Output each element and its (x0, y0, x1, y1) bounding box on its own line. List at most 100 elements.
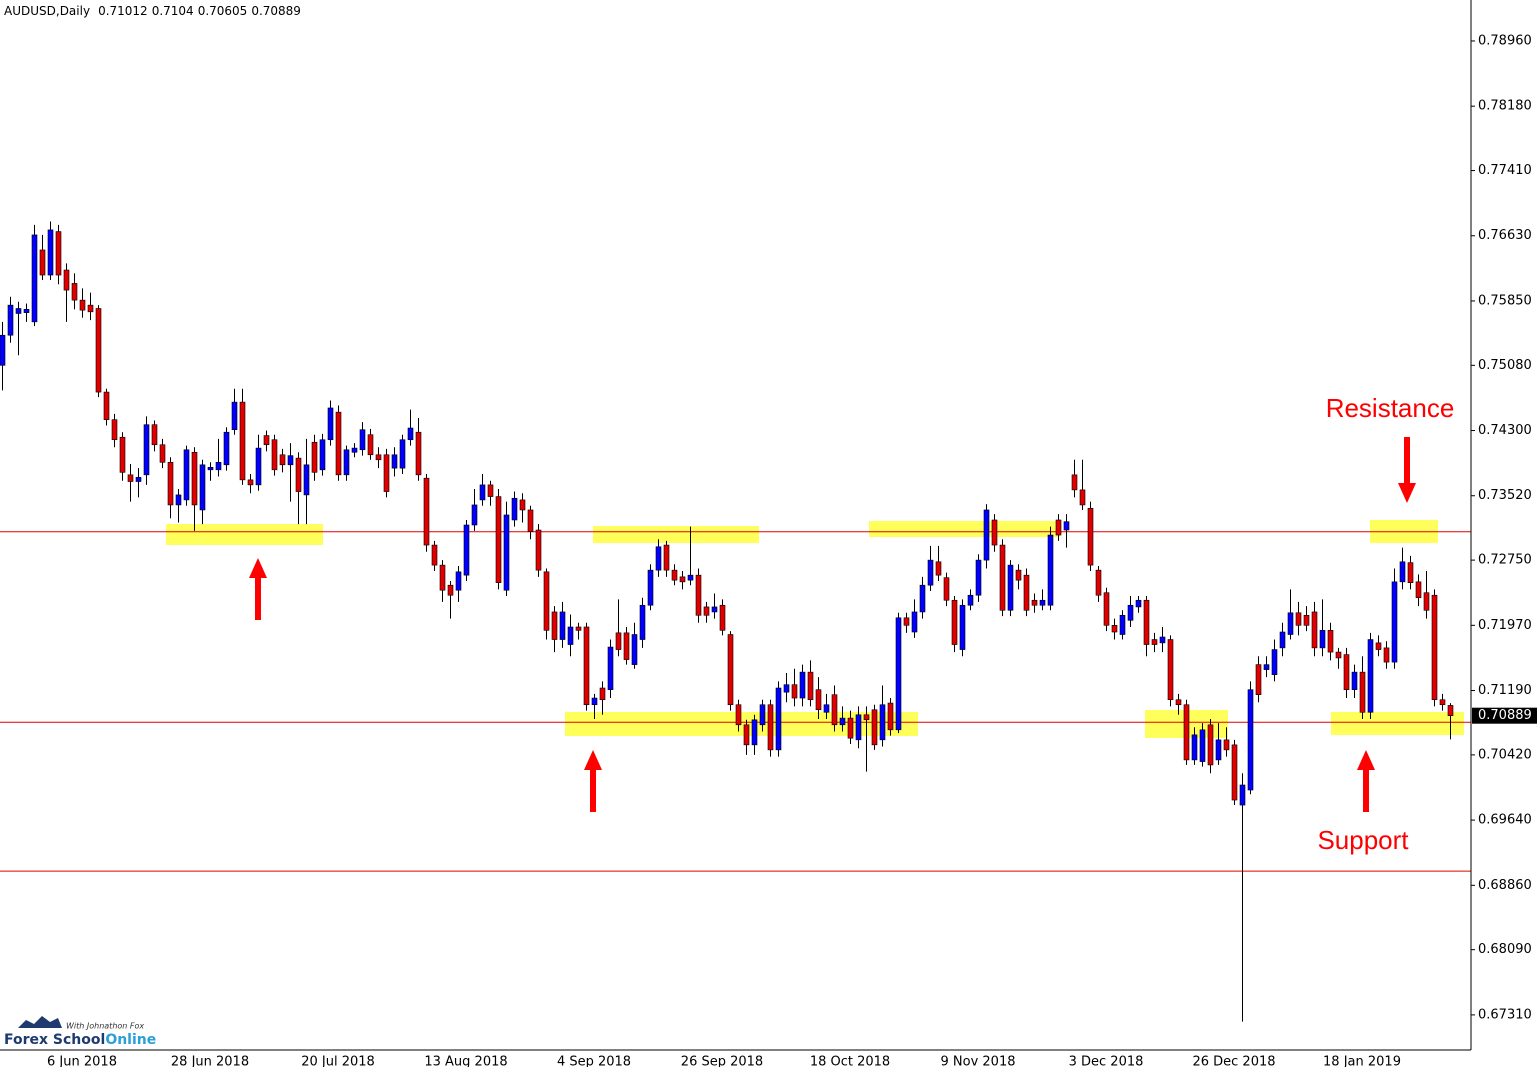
y-tick-label: 0.67310 (1478, 1007, 1532, 1022)
candle-body (759, 704, 766, 726)
x-tick-label: 13 Aug 2018 (424, 1055, 507, 1067)
candle-body (183, 449, 190, 501)
candle-body (175, 494, 182, 506)
close-value: 0.70889 (251, 4, 301, 18)
y-tick-label: 0.68860 (1478, 878, 1532, 893)
candle-body (1087, 507, 1094, 566)
candle-body (1167, 639, 1174, 701)
candle-body (871, 709, 878, 746)
candle-body (1119, 614, 1126, 635)
candle-body (1007, 564, 1014, 611)
candle-body (87, 304, 94, 313)
candle-body (215, 462, 222, 471)
annotation: Support (1317, 825, 1409, 855)
candle-body (1039, 599, 1046, 606)
candle-body (895, 617, 902, 731)
candle-body (1183, 704, 1190, 761)
candle-body (151, 424, 158, 446)
candle-body (887, 702, 894, 731)
candle-body (55, 231, 62, 276)
candle-body (847, 717, 854, 739)
candle-body (143, 424, 150, 476)
x-tick-label: 9 Nov 2018 (941, 1055, 1016, 1067)
candle-body (839, 717, 846, 726)
candle-body (791, 684, 798, 699)
candle-body (679, 576, 686, 583)
candle-body (1239, 784, 1246, 806)
candle-body (15, 308, 22, 314)
y-tick-label: 0.75850 (1478, 293, 1532, 308)
y-tick-label: 0.71190 (1478, 683, 1532, 698)
arrows (249, 437, 1416, 812)
candle-body (879, 704, 886, 741)
candle-body (1231, 744, 1238, 801)
candle-body (559, 611, 566, 640)
candle-body (943, 577, 950, 601)
candle-body (863, 714, 870, 721)
candle-body (1175, 699, 1182, 706)
candle-body (695, 574, 702, 616)
y-tick-label: 0.73520 (1478, 488, 1532, 503)
candle-body (1135, 599, 1142, 608)
candle-body (1391, 581, 1398, 663)
candle-body (351, 447, 358, 453)
candle-body (735, 704, 742, 726)
up-arrow (249, 558, 267, 620)
candle-body (1103, 592, 1110, 626)
up-arrow (1357, 750, 1375, 812)
x-tick-label: 26 Sep 2018 (681, 1055, 763, 1067)
candle-body (623, 632, 630, 660)
candle-body (719, 604, 726, 631)
candle-body (1255, 664, 1262, 696)
y-tick-label: 0.70420 (1478, 747, 1532, 762)
candle-body (767, 704, 774, 751)
candle-body (1407, 562, 1414, 583)
candle-body (407, 427, 414, 441)
candle-body (999, 544, 1006, 611)
candle-body (919, 584, 926, 613)
candle-body (391, 454, 398, 469)
logo-icon (18, 1016, 62, 1028)
candle-body (711, 606, 718, 613)
y-tick-label: 0.76630 (1478, 228, 1532, 243)
down-arrow (1398, 437, 1416, 503)
y-tick-label: 0.68090 (1478, 942, 1532, 957)
plot (0, 221, 1471, 1022)
candle-body (383, 454, 390, 492)
up-arrow (584, 750, 602, 812)
high-value: 0.7104 (152, 4, 194, 18)
candle-body (23, 309, 30, 313)
y-tick-label: 0.75080 (1478, 358, 1532, 373)
candle-body (543, 571, 550, 631)
candle-body (671, 569, 678, 581)
y-tick-label: 0.69640 (1478, 813, 1532, 828)
candle-body (1127, 604, 1134, 621)
candle-body (47, 229, 54, 276)
candle-body (1063, 521, 1070, 531)
candle-body (263, 435, 270, 446)
candle-body (855, 714, 862, 741)
logo: With Johnathon Fox Forex SchoolOnline (4, 1016, 156, 1048)
candle-body (1351, 671, 1358, 690)
candle-body (535, 529, 542, 571)
candle-body (551, 611, 558, 640)
candle-body (567, 626, 574, 645)
y-tick-label: 0.78960 (1478, 33, 1532, 48)
candle-body (1271, 649, 1278, 675)
price-marker (1472, 707, 1537, 724)
candle-body (119, 436, 126, 473)
candle-body (231, 401, 238, 430)
candle-body (127, 474, 134, 482)
candle-body (367, 434, 374, 456)
candle-body (1023, 574, 1030, 611)
candle-body (655, 546, 662, 571)
candle-body (1151, 639, 1158, 645)
candle-body (319, 439, 326, 471)
candle-body (967, 594, 974, 606)
candle-body (1031, 599, 1038, 606)
candle-body (279, 454, 286, 466)
candle-body (1191, 734, 1198, 761)
candle-body (455, 571, 462, 591)
candle-body (607, 646, 614, 690)
